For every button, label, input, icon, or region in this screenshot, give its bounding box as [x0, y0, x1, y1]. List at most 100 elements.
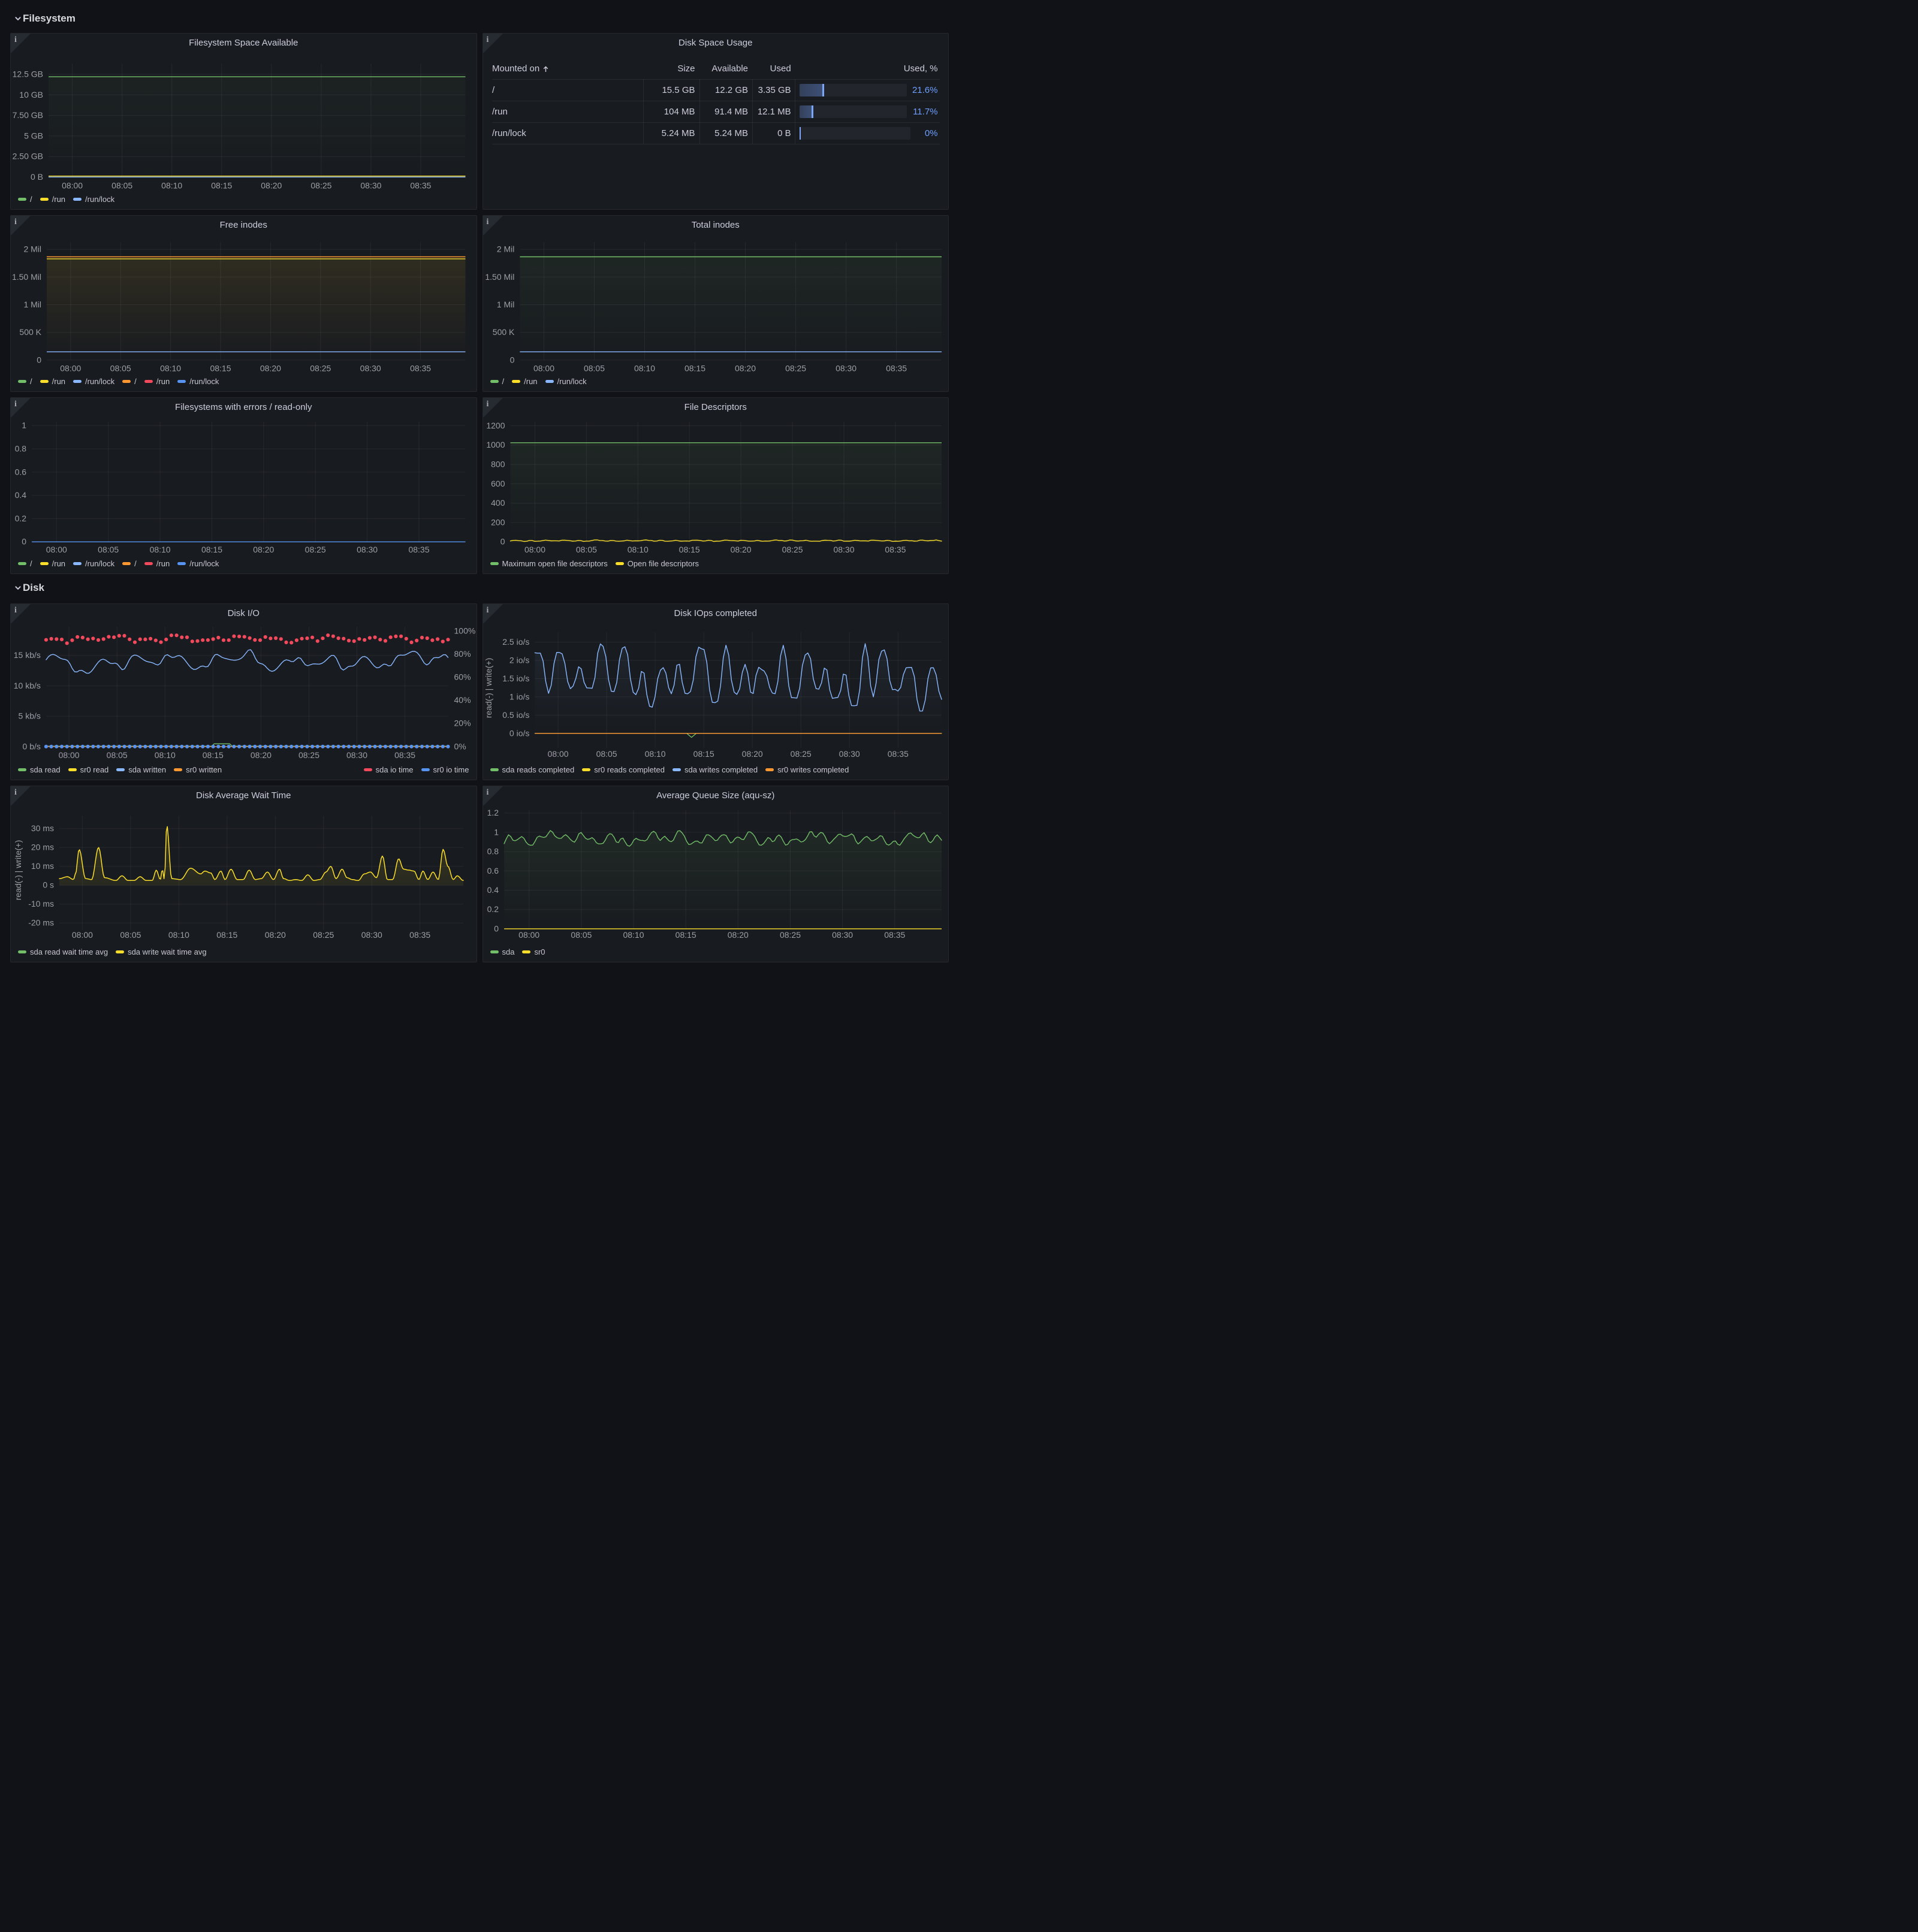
svg-text:08:05: 08:05: [107, 750, 128, 760]
svg-text:08:30: 08:30: [361, 930, 382, 940]
svg-text:60%: 60%: [454, 672, 471, 681]
svg-text:08:30: 08:30: [839, 749, 860, 759]
svg-text:0.2: 0.2: [487, 904, 499, 914]
svg-text:08:25: 08:25: [779, 930, 800, 940]
svg-text:08:30: 08:30: [832, 930, 853, 940]
svg-text:08:25: 08:25: [310, 180, 331, 190]
svg-text:08:15: 08:15: [678, 545, 699, 554]
svg-text:08:35: 08:35: [408, 545, 429, 554]
svg-text:08:15: 08:15: [675, 930, 696, 940]
svg-text:08:35: 08:35: [886, 363, 907, 373]
svg-text:08:35: 08:35: [410, 363, 431, 373]
svg-text:08:25: 08:25: [298, 750, 319, 760]
svg-text:08:25: 08:25: [305, 545, 326, 554]
svg-text:08:00: 08:00: [60, 363, 81, 373]
svg-text:08:35: 08:35: [885, 545, 906, 554]
svg-text:-10 ms: -10 ms: [28, 899, 54, 908]
svg-text:08:20: 08:20: [727, 930, 748, 940]
svg-text:08:25: 08:25: [310, 363, 331, 373]
svg-text:08:05: 08:05: [571, 930, 592, 940]
svg-text:600: 600: [491, 478, 505, 488]
svg-text:08:15: 08:15: [216, 930, 237, 940]
svg-text:08:05: 08:05: [596, 749, 617, 759]
svg-text:0 s: 0 s: [43, 880, 54, 889]
svg-text:08:20: 08:20: [730, 545, 751, 554]
svg-text:08:35: 08:35: [394, 750, 415, 760]
svg-text:2 Mil: 2 Mil: [496, 244, 514, 253]
svg-text:800: 800: [491, 459, 505, 469]
svg-text:08:30: 08:30: [836, 363, 857, 373]
svg-text:08:00: 08:00: [62, 180, 83, 190]
svg-text:100%: 100%: [454, 626, 476, 635]
svg-text:08:10: 08:10: [634, 363, 655, 373]
svg-text:2 io/s: 2 io/s: [509, 655, 529, 665]
svg-text:1 Mil: 1 Mil: [496, 300, 514, 309]
svg-text:1 io/s: 1 io/s: [509, 692, 529, 701]
svg-text:08:20: 08:20: [734, 363, 755, 373]
svg-text:0.5 io/s: 0.5 io/s: [502, 710, 529, 719]
svg-text:10 ms: 10 ms: [31, 861, 54, 871]
svg-text:12.5 GB: 12.5 GB: [13, 69, 43, 79]
svg-text:08:30: 08:30: [346, 750, 367, 760]
svg-text:08:10: 08:10: [623, 930, 644, 940]
svg-text:08:30: 08:30: [360, 180, 381, 190]
svg-text:0.4: 0.4: [487, 885, 499, 895]
svg-text:08:35: 08:35: [410, 180, 431, 190]
svg-text:1000: 1000: [486, 440, 505, 449]
svg-text:0 b/s: 0 b/s: [23, 741, 41, 751]
svg-text:500 K: 500 K: [492, 327, 514, 337]
svg-text:08:15: 08:15: [693, 749, 714, 759]
svg-text:0: 0: [22, 536, 26, 546]
svg-text:08:10: 08:10: [155, 750, 176, 760]
svg-text:08:05: 08:05: [583, 363, 604, 373]
svg-text:08:10: 08:10: [161, 180, 182, 190]
svg-text:08:10: 08:10: [150, 545, 171, 554]
svg-text:2.5 io/s: 2.5 io/s: [502, 637, 529, 647]
svg-text:08:05: 08:05: [120, 930, 141, 940]
svg-text:30 ms: 30 ms: [31, 823, 54, 833]
svg-text:5 GB: 5 GB: [24, 131, 43, 140]
svg-text:08:20: 08:20: [741, 749, 762, 759]
svg-text:read(-) | write(+): read(-) | write(+): [13, 840, 23, 899]
svg-text:0.2: 0.2: [15, 513, 27, 523]
svg-text:0.6: 0.6: [487, 865, 499, 875]
svg-text:08:25: 08:25: [790, 749, 811, 759]
svg-text:08:20: 08:20: [251, 750, 272, 760]
svg-text:08:00: 08:00: [524, 545, 545, 554]
svg-text:08:00: 08:00: [59, 750, 80, 760]
svg-text:1200: 1200: [486, 420, 505, 430]
svg-text:08:10: 08:10: [160, 363, 181, 373]
svg-text:2 Mil: 2 Mil: [23, 244, 41, 253]
svg-text:1 Mil: 1 Mil: [23, 300, 41, 309]
svg-text:08:30: 08:30: [360, 363, 381, 373]
svg-text:0: 0: [509, 355, 514, 364]
svg-text:500 K: 500 K: [19, 327, 41, 337]
svg-text:08:20: 08:20: [261, 180, 282, 190]
svg-text:08:35: 08:35: [887, 749, 908, 759]
svg-text:08:30: 08:30: [357, 545, 378, 554]
svg-text:08:15: 08:15: [201, 545, 222, 554]
svg-text:80%: 80%: [454, 648, 471, 658]
svg-text:1.50 Mil: 1.50 Mil: [12, 271, 41, 281]
svg-text:20%: 20%: [454, 718, 471, 727]
svg-text:0.6: 0.6: [15, 467, 27, 476]
svg-text:08:20: 08:20: [260, 363, 281, 373]
svg-text:1: 1: [22, 420, 26, 430]
svg-text:1.50 Mil: 1.50 Mil: [485, 271, 514, 281]
svg-text:20 ms: 20 ms: [31, 842, 54, 852]
svg-text:1.5 io/s: 1.5 io/s: [502, 673, 529, 683]
svg-text:08:05: 08:05: [111, 180, 132, 190]
svg-text:0.8: 0.8: [15, 443, 27, 453]
svg-text:40%: 40%: [454, 695, 471, 705]
svg-text:08:05: 08:05: [575, 545, 596, 554]
svg-text:08:00: 08:00: [46, 545, 67, 554]
svg-text:0: 0: [494, 923, 499, 933]
svg-text:10 GB: 10 GB: [19, 89, 43, 99]
svg-text:08:25: 08:25: [313, 930, 334, 940]
svg-text:0.4: 0.4: [15, 490, 27, 500]
svg-text:08:15: 08:15: [684, 363, 705, 373]
svg-text:15 kb/s: 15 kb/s: [14, 650, 41, 660]
svg-text:08:30: 08:30: [833, 545, 854, 554]
svg-text:0%: 0%: [454, 741, 466, 751]
svg-text:2.50 GB: 2.50 GB: [13, 151, 43, 161]
